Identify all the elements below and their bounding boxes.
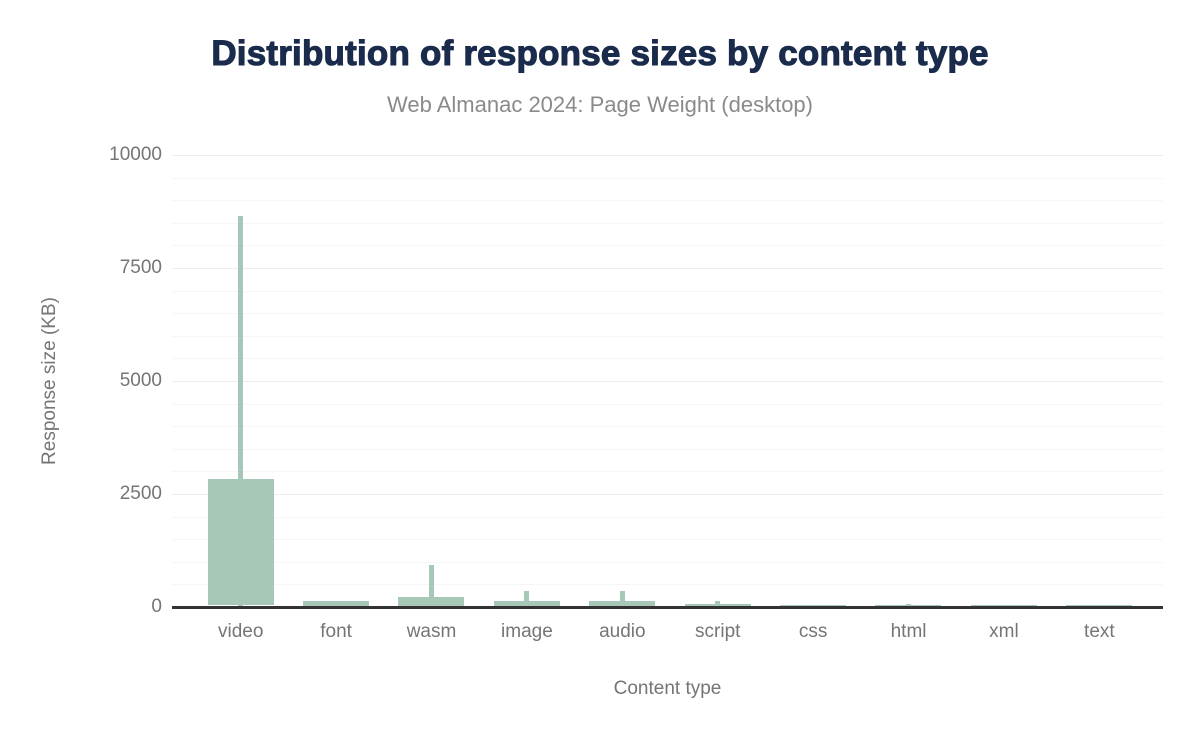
plot-area bbox=[172, 155, 1163, 609]
bar-box bbox=[398, 596, 465, 607]
bar-box bbox=[493, 601, 560, 607]
bar-box bbox=[684, 604, 751, 607]
bar-box bbox=[589, 600, 656, 607]
y-tick-label: 0 bbox=[151, 596, 162, 617]
bar-whisker bbox=[238, 216, 244, 607]
bar-whisker bbox=[619, 590, 625, 607]
bar-whisker bbox=[428, 565, 434, 607]
bar-group-video bbox=[193, 155, 288, 607]
x-tick-label: font bbox=[320, 621, 352, 642]
x-tick-label: xml bbox=[989, 621, 1019, 642]
bar-box bbox=[303, 601, 370, 607]
gridline-minor bbox=[172, 290, 1163, 292]
gridline-minor bbox=[172, 358, 1163, 360]
x-tick-label: script bbox=[695, 621, 741, 642]
gridline-minor bbox=[172, 245, 1163, 247]
x-tick-label: audio bbox=[599, 621, 646, 642]
x-tick-label: css bbox=[798, 621, 828, 642]
gridline-major bbox=[172, 268, 1163, 269]
bar-group-image bbox=[479, 155, 574, 607]
gridline-minor bbox=[172, 200, 1163, 202]
x-axis-line bbox=[172, 606, 1163, 609]
y-tick-label: 2500 bbox=[119, 483, 162, 504]
x-tick-labels: video font wasm image audio script css html xml t… bbox=[193, 619, 1147, 645]
bar-box bbox=[207, 479, 274, 605]
gridline-minor bbox=[172, 222, 1163, 224]
bar-group-css bbox=[765, 155, 860, 607]
bar-group-xml bbox=[956, 155, 1051, 607]
bar-group-script bbox=[670, 155, 765, 607]
gridline-major bbox=[172, 494, 1163, 495]
chart-subtitle: Web Almanac 2024: Page Weight (desktop) bbox=[387, 92, 813, 117]
x-tick-label: image bbox=[501, 621, 553, 642]
bar-group-html bbox=[861, 155, 956, 607]
x-tick-label: text bbox=[1084, 621, 1115, 642]
gridline-minor bbox=[172, 426, 1163, 428]
x-tick-label: wasm bbox=[406, 621, 457, 642]
x-axis-title: Content type bbox=[613, 678, 722, 699]
y-tick-label: 10000 bbox=[109, 144, 162, 165]
gridline-minor bbox=[172, 584, 1163, 586]
gridline-major bbox=[172, 155, 1163, 156]
x-tick-label: video bbox=[217, 621, 264, 642]
gridline-minor bbox=[172, 471, 1163, 473]
gridline-minor bbox=[172, 516, 1163, 518]
gridline-minor bbox=[172, 335, 1163, 337]
bar-whisker bbox=[715, 600, 721, 607]
bar-whisker bbox=[524, 591, 530, 607]
bar-group-audio bbox=[575, 155, 670, 607]
y-tick-label: 7500 bbox=[119, 257, 162, 278]
bar-group-text bbox=[1052, 155, 1147, 607]
x-tick-label: html bbox=[890, 621, 927, 642]
y-tick-label: 5000 bbox=[119, 370, 162, 391]
bar-box bbox=[780, 604, 847, 607]
chart-title: Distribution of response sizes by conten… bbox=[211, 33, 989, 73]
gridline-major bbox=[172, 381, 1163, 382]
bar-group-wasm bbox=[384, 155, 479, 607]
gridline-minor bbox=[172, 313, 1163, 315]
gridline-minor bbox=[172, 561, 1163, 563]
gridline-minor bbox=[172, 177, 1163, 179]
gridline-minor bbox=[172, 403, 1163, 405]
bars-layer bbox=[193, 155, 1147, 607]
bar-group-font bbox=[288, 155, 383, 607]
gridline-minor bbox=[172, 539, 1163, 541]
gridline-minor bbox=[172, 448, 1163, 450]
